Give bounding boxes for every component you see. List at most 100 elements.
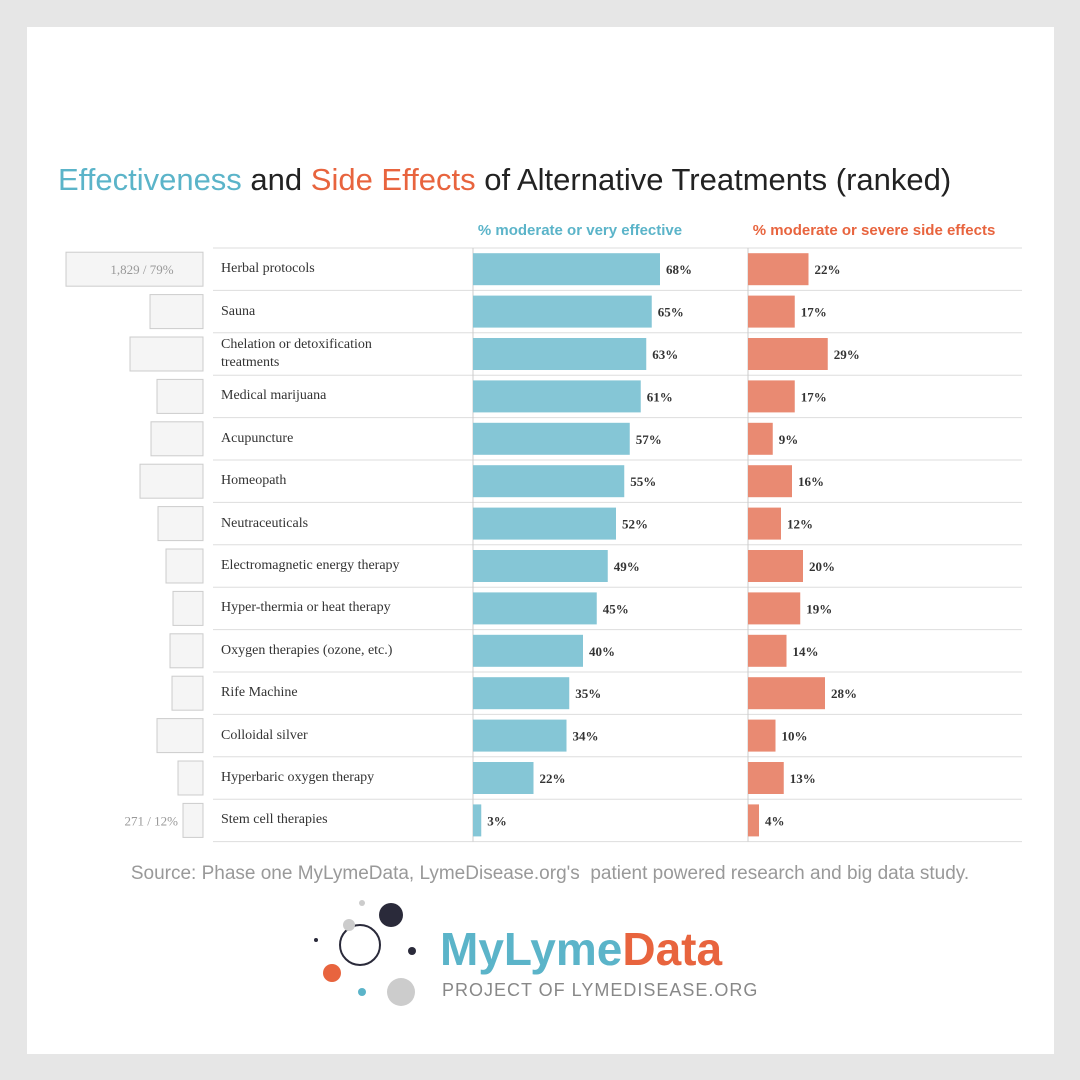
category-label: Medical marijuana [221, 388, 327, 404]
value-label: 29% [834, 347, 860, 362]
value-label: 13% [790, 771, 816, 786]
count-label: 1,829 / 79% [110, 262, 173, 277]
logo-dot [323, 964, 341, 982]
bar [473, 422, 630, 455]
bar [473, 295, 652, 328]
value-label: 22% [540, 771, 566, 786]
bar [473, 804, 482, 837]
logo-dot [408, 947, 416, 955]
category-label: Colloidal silver [221, 727, 308, 743]
category-label: Homeopath [221, 473, 287, 489]
bar [748, 380, 795, 413]
bar [748, 677, 825, 710]
bar [748, 719, 776, 752]
category-label: Neutraceuticals [221, 515, 309, 531]
count-label: 271 / 12% [125, 813, 179, 828]
category-label: Acupuncture [221, 430, 294, 446]
logo-subtitle: PROJECT OF LYMEDISEASE.ORG [442, 980, 758, 1000]
logo-name: MyLymeData [440, 923, 722, 975]
value-label: 9% [779, 432, 799, 447]
bar [473, 253, 660, 286]
count-box [150, 421, 204, 457]
value-label: 22% [815, 262, 841, 277]
category-label: Hyper-thermia or heat therapy [221, 600, 391, 616]
logo-dot [359, 900, 365, 906]
value-label: 40% [589, 644, 615, 659]
bar [473, 550, 608, 582]
count-box [156, 378, 204, 414]
bar [473, 507, 616, 540]
bar [473, 719, 567, 752]
bar [473, 634, 583, 667]
bar [748, 465, 792, 498]
bar [473, 592, 597, 625]
category-label: Hyperbaric oxygen therapy [221, 770, 375, 785]
bar [748, 762, 784, 794]
bar [748, 422, 773, 455]
logo-part: MyLyme [440, 923, 622, 975]
chart-title: Effectiveness and Side Effects of Altern… [58, 162, 951, 197]
value-label: 14% [793, 644, 819, 659]
value-label: 19% [806, 601, 832, 616]
count-box [129, 336, 204, 372]
bar [473, 465, 625, 498]
count-box [169, 633, 204, 669]
title-part: Side Effects [311, 162, 476, 197]
legend-label: % moderate or very effective [478, 222, 682, 239]
count-box [139, 463, 204, 499]
value-label: 34% [573, 729, 599, 744]
bar [748, 550, 803, 582]
value-label: 61% [647, 389, 673, 404]
count-box [149, 294, 204, 330]
category-label: Rife Machine [221, 685, 298, 701]
legend-label: % moderate or severe side effects [753, 222, 996, 239]
count-box [156, 718, 204, 754]
value-label: 16% [798, 474, 824, 489]
value-label: 57% [636, 432, 662, 447]
title-part: and [242, 162, 311, 197]
category-label: Sauna [221, 303, 256, 319]
bar [748, 507, 781, 540]
count-box [171, 675, 204, 711]
value-label: 49% [614, 559, 640, 574]
title-part: of Alternative Treatments (ranked) [476, 162, 952, 197]
source: Source: Phase one MyLymeData, LymeDiseas… [131, 863, 969, 884]
category-label: Electromagnetic energy therapy [221, 558, 400, 573]
bar [473, 380, 641, 413]
category-label: Herbal protocols [221, 261, 315, 277]
value-label: 10% [782, 729, 808, 744]
value-label: 20% [809, 559, 835, 574]
bar [473, 677, 570, 710]
bar [748, 634, 787, 667]
value-label: 68% [666, 262, 692, 277]
logo-dot [379, 903, 403, 927]
value-label: 65% [658, 305, 684, 320]
value-label: 63% [652, 347, 678, 362]
value-label: 45% [603, 601, 629, 616]
count-box [65, 251, 204, 287]
count-box [177, 760, 204, 796]
logo-dot [339, 924, 381, 966]
bar [748, 295, 795, 328]
count-box [182, 802, 204, 838]
count-box [157, 506, 204, 542]
bar [748, 338, 828, 370]
category-label: Stem cell therapies [221, 812, 328, 828]
logo-dot [358, 988, 366, 996]
value-label: 3% [487, 813, 507, 828]
value-label: 35% [575, 686, 601, 701]
bar [748, 592, 801, 625]
value-label: 28% [831, 686, 857, 701]
title-part: Effectiveness [58, 162, 242, 197]
value-label: 17% [801, 305, 827, 320]
value-label: 52% [622, 517, 648, 532]
category-label: Oxygen therapies (ozone, etc.) [221, 642, 393, 658]
value-label: 12% [787, 517, 813, 532]
bar [473, 762, 534, 794]
logo-dot [387, 978, 415, 1006]
bar [748, 804, 759, 837]
value-label: 4% [765, 813, 785, 828]
count-box [172, 590, 204, 626]
